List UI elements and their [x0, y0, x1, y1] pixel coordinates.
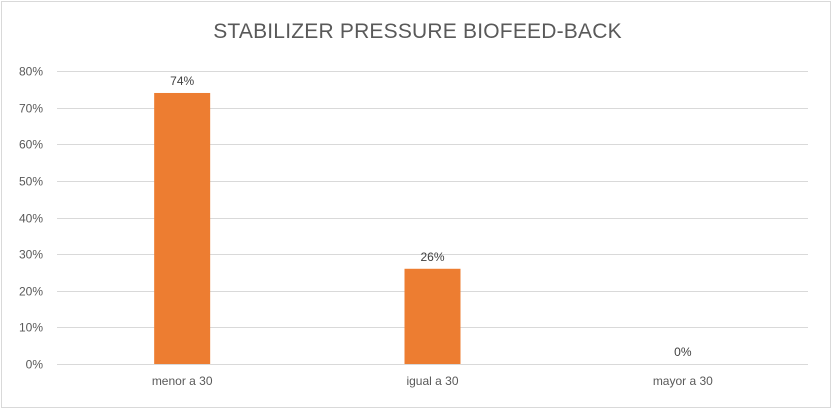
y-tick-label: 80% — [19, 65, 43, 79]
data-labels: 74% 26% 0% — [170, 74, 692, 359]
chart-title: STABILIZER PRESSURE BIOFEED-BACK — [213, 20, 622, 43]
bars — [154, 92, 461, 364]
x-category-label: igual a 30 — [406, 374, 458, 388]
x-category-label: menor a 30 — [152, 374, 213, 388]
data-label-2: 26% — [420, 250, 444, 264]
bar-1 — [154, 92, 211, 364]
y-tick-label: 10% — [19, 321, 43, 335]
y-tick-label: 30% — [19, 248, 43, 262]
y-tick-label: 40% — [19, 212, 43, 226]
data-label-3: 0% — [674, 345, 692, 359]
data-label-1: 74% — [170, 74, 194, 88]
y-tick-label: 20% — [19, 285, 43, 299]
x-category-label: mayor a 30 — [653, 374, 713, 388]
y-tick-label: 70% — [19, 102, 43, 116]
y-tick-label: 50% — [19, 175, 43, 189]
y-tick-label: 60% — [19, 138, 43, 152]
y-axis-ticks: 0% 10% 20% 30% 40% 50% 60% 70% 80% — [19, 65, 43, 372]
y-tick-label: 0% — [26, 358, 44, 372]
bar-2 — [404, 268, 461, 364]
x-axis-categories: menor a 30 igual a 30 mayor a 30 — [152, 374, 713, 388]
